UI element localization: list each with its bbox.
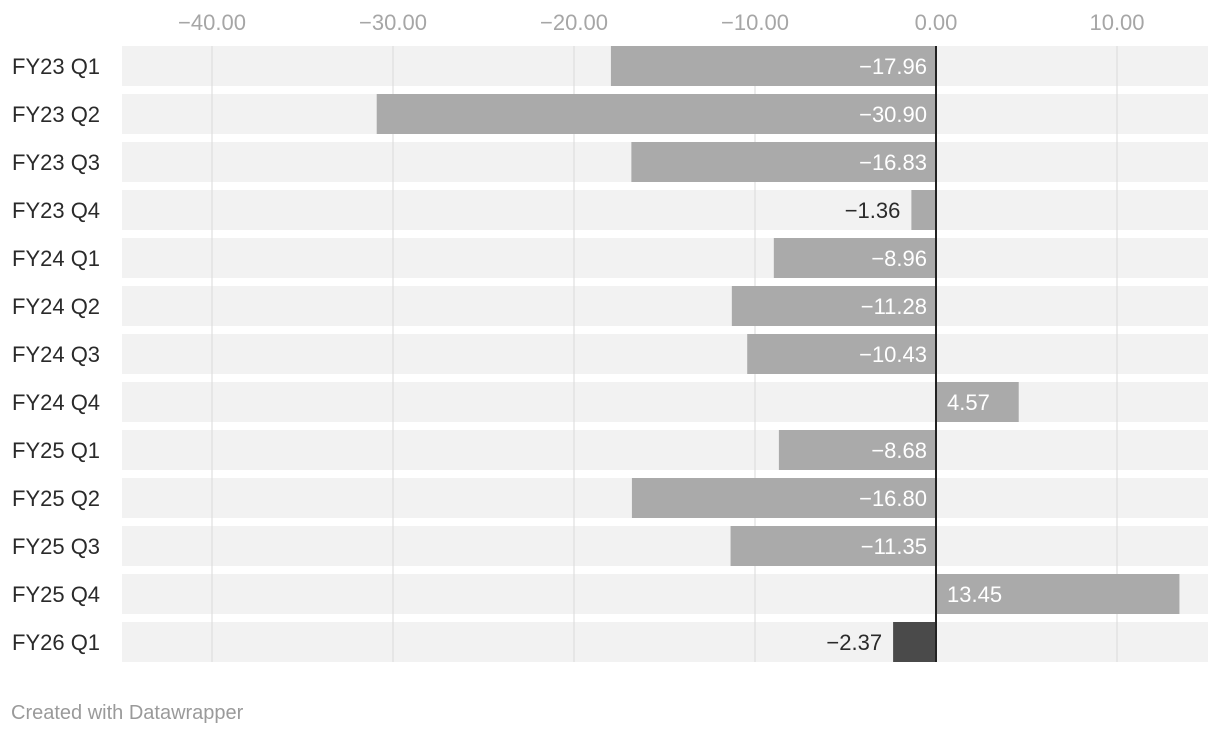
category-label: FY24 Q2 xyxy=(12,294,100,319)
row-background xyxy=(122,382,1208,422)
bars xyxy=(376,46,1180,662)
row-background xyxy=(122,286,1208,326)
x-tick-label: 0.00 xyxy=(915,10,958,35)
category-label: FY24 Q4 xyxy=(12,390,100,415)
row-background xyxy=(122,526,1208,566)
category-label: FY26 Q1 xyxy=(12,630,100,655)
category-label: FY24 Q3 xyxy=(12,342,100,367)
value-label: −16.80 xyxy=(859,486,927,511)
row-background xyxy=(122,334,1208,374)
value-label: −11.35 xyxy=(861,534,927,559)
value-label: 13.45 xyxy=(947,582,1002,607)
row-background xyxy=(122,430,1208,470)
x-tick-label: −30.00 xyxy=(359,10,427,35)
x-tick-label: −20.00 xyxy=(540,10,608,35)
value-label: −10.43 xyxy=(859,342,927,367)
row-background xyxy=(122,238,1208,278)
category-label: FY25 Q2 xyxy=(12,486,100,511)
category-label: FY23 Q1 xyxy=(12,54,100,79)
value-label: −16.83 xyxy=(859,150,927,175)
category-label: FY25 Q3 xyxy=(12,534,100,559)
x-tick-label: 10.00 xyxy=(1089,10,1144,35)
x-tick-label: −40.00 xyxy=(178,10,246,35)
row-background xyxy=(122,622,1208,662)
value-label: 4.57 xyxy=(947,390,990,415)
bar xyxy=(893,622,936,662)
bar xyxy=(610,46,936,86)
bar xyxy=(376,94,937,134)
bar xyxy=(631,142,936,182)
bar xyxy=(773,238,936,278)
category-label: FY25 Q4 xyxy=(12,582,100,607)
x-axis-ticks: −40.00 −30.00 −20.00 −10.00 0.00 10.00 xyxy=(178,10,1144,35)
bar-chart: −40.00 −30.00 −20.00 −10.00 0.00 10.00 FY23 Q… xyxy=(12,10,1208,662)
bar xyxy=(730,526,936,566)
row-backgrounds xyxy=(122,46,1208,662)
category-label: FY25 Q1 xyxy=(12,438,100,463)
value-label: −8.96 xyxy=(871,246,927,271)
credit-footer: Created with Datawrapper xyxy=(11,702,244,724)
value-label: −11.28 xyxy=(861,294,927,319)
value-label: −1.36 xyxy=(845,198,901,223)
value-labels: −17.96 −30.90 −16.83 −1.36 −8.96 −11.28 −10.43… xyxy=(826,54,1002,655)
x-tick-label: −10.00 xyxy=(721,10,789,35)
category-label: FY23 Q3 xyxy=(12,150,100,175)
value-label: −17.96 xyxy=(859,54,927,79)
category-label: FY23 Q4 xyxy=(12,198,100,223)
bar xyxy=(747,334,936,374)
row-background xyxy=(122,190,1208,230)
bar xyxy=(911,190,936,230)
bar xyxy=(936,574,1180,614)
bar xyxy=(778,430,936,470)
row-labels: FY23 Q1 FY23 Q2 FY23 Q3 FY23 Q4 FY24 Q1 FY24 … xyxy=(12,54,100,655)
value-label: −8.68 xyxy=(871,438,927,463)
bar xyxy=(731,286,936,326)
category-label: FY24 Q1 xyxy=(12,246,100,271)
value-label: −2.37 xyxy=(826,630,882,655)
value-label: −30.90 xyxy=(859,102,927,127)
bar xyxy=(631,478,936,518)
category-label: FY23 Q2 xyxy=(12,102,100,127)
bar xyxy=(936,382,1019,422)
